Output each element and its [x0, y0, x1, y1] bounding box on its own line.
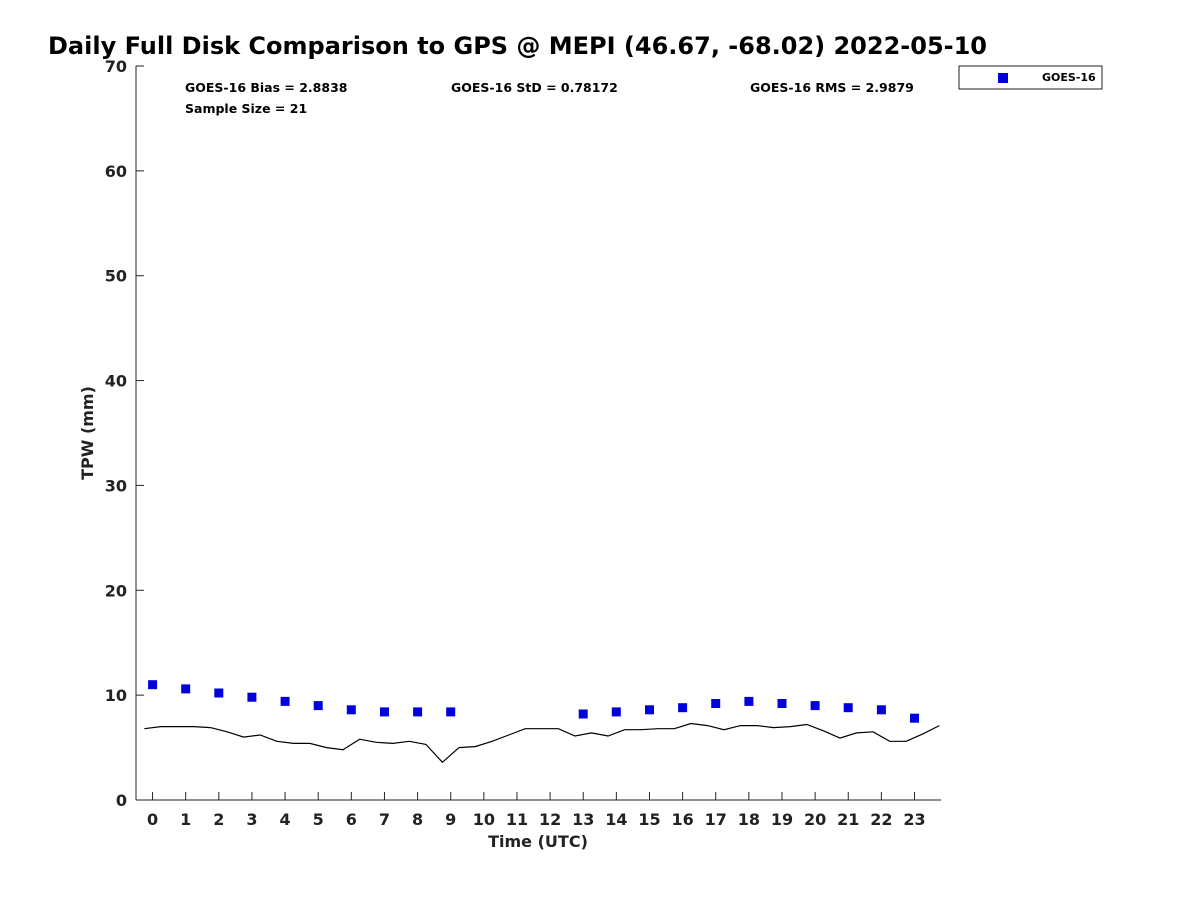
goes16-point [346, 705, 356, 715]
chart-title: Daily Full Disk Comparison to GPS @ MEPI… [48, 32, 987, 60]
legend-label-goes16: GOES-16 [1042, 71, 1096, 84]
x-tick-label: 14 [605, 810, 627, 829]
x-axis-label: Time (UTC) [488, 832, 588, 851]
goes16-point [777, 699, 787, 708]
x-tick-label: 2 [213, 810, 224, 829]
goes16-point [744, 696, 754, 706]
y-tick-label: 10 [105, 686, 127, 705]
bias-stat: GOES-16 Bias = 2.8838 [185, 80, 347, 95]
goes16-point [578, 709, 588, 719]
x-tick-label: 21 [837, 810, 859, 829]
x-tick-label: 8 [412, 810, 423, 829]
y-tick-label: 40 [105, 372, 127, 391]
y-tick-label: 20 [105, 581, 127, 600]
x-tick-label: 13 [572, 810, 594, 829]
goes16-point [280, 696, 290, 706]
x-tick-label: 20 [804, 810, 826, 829]
x-tick-label: 17 [705, 810, 727, 829]
goes16-point [810, 701, 820, 711]
plot-area [135, 66, 941, 801]
goes16-point [380, 707, 389, 717]
goes16-point [247, 692, 257, 702]
y-tick-label: 0 [116, 791, 127, 810]
x-tick-label: 11 [506, 810, 528, 829]
x-tick-label: 16 [671, 810, 693, 829]
goes16-point [181, 684, 191, 694]
rms-stat: GOES-16 RMS = 2.9879 [750, 80, 914, 95]
legend: GOES-16 [958, 65, 1103, 90]
y-ticks: 0 10 20 30 40 50 60 70 [105, 57, 144, 810]
x-tick-label: 23 [903, 810, 925, 829]
x-tick-label: 4 [280, 810, 291, 829]
goes16-point [214, 688, 224, 698]
x-tick-label: 15 [638, 810, 660, 829]
goes16-point [843, 703, 853, 713]
x-tick-label: 3 [246, 810, 257, 829]
legend-marker-goes16 [998, 73, 1008, 83]
legend-box [958, 65, 1103, 90]
x-tick-label: 10 [473, 810, 495, 829]
y-tick-label: 50 [105, 267, 127, 286]
x-tick-label: 7 [379, 810, 390, 829]
std-stat: GOES-16 StD = 0.78172 [451, 80, 618, 95]
x-tick-label: 22 [870, 810, 892, 829]
x-tick-label: 6 [346, 810, 357, 829]
goes16-point [711, 699, 721, 708]
goes16-point [148, 680, 158, 690]
x-tick-label: 1 [180, 810, 191, 829]
goes16-point [678, 703, 688, 713]
gps-series [144, 722, 940, 764]
goes16-point [611, 707, 621, 717]
sample-size-stat: Sample Size = 21 [185, 101, 307, 116]
goes16-point [910, 713, 919, 723]
y-tick-label: 30 [105, 476, 127, 495]
x-tick-label: 0 [147, 810, 158, 829]
goes16-point [645, 705, 654, 715]
x-tick-label: 5 [313, 810, 324, 829]
x-tick-label: 18 [738, 810, 760, 829]
goes16-point [413, 707, 423, 717]
x-tick-label: 19 [771, 810, 793, 829]
y-tick-label: 60 [105, 162, 127, 181]
goes16-point [313, 701, 323, 711]
x-tick-label: 12 [539, 810, 561, 829]
goes16-point [446, 707, 456, 717]
stats-annotations: GOES-16 Bias = 2.8838 GOES-16 StD = 0.78… [185, 80, 914, 116]
gps-line [144, 722, 940, 764]
x-tick-label: 9 [445, 810, 456, 829]
goes16-point [876, 705, 886, 715]
x-ticks: 0 1 2 3 4 5 6 7 8 9 10 11 12 13 14 15 16 17 18 19 20 21 22 23 [147, 792, 926, 829]
y-axis-label: TPW (mm) [78, 386, 97, 480]
y-tick-label: 70 [105, 57, 127, 76]
goes16-series [148, 680, 919, 723]
